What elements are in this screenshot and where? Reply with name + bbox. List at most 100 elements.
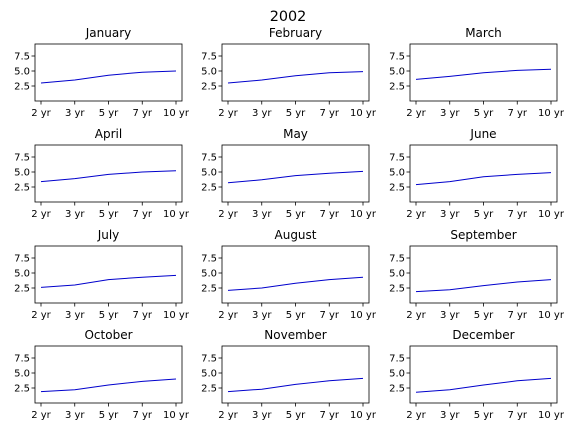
chart-title: 2002 bbox=[270, 9, 307, 25]
subplot-april: April 2.5 5.0 7.5 2 yr 3 yr 5 yr 7 yr 10 yr bbox=[14, 127, 190, 220]
subplot-june: June 2.5 5.0 7.5 2 yr 3 yr 5 yr 7 yr 10 yr bbox=[389, 127, 565, 220]
x-tick-label: 10 yr bbox=[350, 209, 377, 220]
series-line bbox=[227, 276, 364, 291]
x-tick-label: 7 yr bbox=[132, 410, 152, 421]
x-tick-label: 3 yr bbox=[65, 310, 85, 321]
y-tick-label: 2.5 bbox=[14, 82, 30, 93]
x-tick-label: 2 yr bbox=[218, 108, 238, 119]
x-tick-label: 10 yr bbox=[350, 410, 377, 421]
y-tick-label: 5.0 bbox=[201, 168, 217, 179]
y-tick-label: 5.0 bbox=[201, 269, 217, 280]
y-tick-label: 2.5 bbox=[389, 183, 405, 194]
x-tick-label: 10 yr bbox=[538, 108, 565, 119]
x-tick-label: 7 yr bbox=[319, 209, 339, 220]
x-tick-label: 5 yr bbox=[286, 209, 306, 220]
y-tick-label: 7.5 bbox=[201, 153, 217, 164]
x-tick-label: 10 yr bbox=[350, 108, 377, 119]
x-tick-label: 7 yr bbox=[507, 209, 527, 220]
x-tick-label: 7 yr bbox=[132, 310, 152, 321]
x-tick-label: 7 yr bbox=[319, 108, 339, 119]
x-tick-label: 10 yr bbox=[350, 310, 377, 321]
x-tick-label: 10 yr bbox=[538, 410, 565, 421]
x-tick-label: 10 yr bbox=[163, 410, 190, 421]
x-tick-label: 7 yr bbox=[319, 310, 339, 321]
y-tick-label: 2.5 bbox=[14, 183, 30, 194]
y-tick-label: 5.0 bbox=[201, 67, 217, 78]
series-line bbox=[415, 279, 552, 293]
x-tick-label: 7 yr bbox=[132, 209, 152, 220]
y-tick-label: 7.5 bbox=[201, 52, 217, 63]
y-tick-label: 2.5 bbox=[14, 284, 30, 295]
x-tick-label: 5 yr bbox=[99, 310, 119, 321]
subplot-frame bbox=[221, 144, 370, 203]
subplot-frame bbox=[34, 245, 183, 304]
y-tick-label: 5.0 bbox=[389, 168, 405, 179]
subplot-title: September bbox=[450, 228, 516, 242]
x-tick-label: 3 yr bbox=[252, 410, 272, 421]
subplot-title: June bbox=[469, 127, 496, 141]
x-tick-label: 5 yr bbox=[99, 209, 119, 220]
subplot-october: October 2.5 5.0 7.5 2 yr 3 yr 5 yr 7 yr 10 yr bbox=[14, 328, 190, 421]
x-tick-label: 7 yr bbox=[319, 410, 339, 421]
x-tick-label: 10 yr bbox=[538, 310, 565, 321]
x-tick-label: 3 yr bbox=[440, 410, 460, 421]
series-line bbox=[40, 70, 177, 84]
y-tick-label: 2.5 bbox=[389, 384, 405, 395]
subplot-title: December bbox=[452, 328, 514, 342]
y-tick-label: 5.0 bbox=[389, 369, 405, 380]
y-tick-label: 2.5 bbox=[201, 82, 217, 93]
y-tick-label: 5.0 bbox=[14, 369, 30, 380]
y-tick-label: 2.5 bbox=[201, 384, 217, 395]
x-tick-label: 7 yr bbox=[132, 108, 152, 119]
y-tick-label: 7.5 bbox=[389, 254, 405, 265]
x-tick-label: 10 yr bbox=[163, 108, 190, 119]
y-tick-label: 7.5 bbox=[14, 354, 30, 365]
x-tick-label: 3 yr bbox=[252, 108, 272, 119]
x-tick-label: 7 yr bbox=[507, 108, 527, 119]
y-tick-label: 7.5 bbox=[14, 153, 30, 164]
subplot-title: May bbox=[283, 127, 308, 141]
x-tick-label: 5 yr bbox=[99, 410, 119, 421]
x-tick-label: 5 yr bbox=[286, 410, 306, 421]
x-tick-label: 5 yr bbox=[286, 108, 306, 119]
subplot-title: November bbox=[264, 328, 326, 342]
subplot-frame bbox=[409, 345, 558, 404]
x-tick-label: 5 yr bbox=[474, 209, 494, 220]
x-tick-label: 3 yr bbox=[252, 310, 272, 321]
y-tick-label: 5.0 bbox=[201, 369, 217, 380]
subplot-frame bbox=[34, 144, 183, 203]
x-tick-label: 2 yr bbox=[406, 410, 426, 421]
subplot-august: August 2.5 5.0 7.5 2 yr 3 yr 5 yr 7 yr 10 yr bbox=[201, 228, 377, 321]
series-line bbox=[227, 170, 364, 184]
y-tick-label: 2.5 bbox=[201, 183, 217, 194]
subplot-title: October bbox=[84, 328, 132, 342]
series-line bbox=[227, 377, 364, 393]
subplot-title: January bbox=[85, 26, 132, 40]
subplot-march: March 2.5 5.0 7.5 2 yr 3 yr 5 yr 7 yr 10 yr bbox=[389, 26, 565, 119]
subplot-frame bbox=[221, 345, 370, 404]
subplot-december: December 2.5 5.0 7.5 2 yr 3 yr 5 yr 7 yr 10 yr bbox=[389, 328, 565, 421]
y-tick-label: 5.0 bbox=[14, 269, 30, 280]
subplot-frame bbox=[221, 245, 370, 304]
x-tick-label: 3 yr bbox=[440, 310, 460, 321]
x-tick-label: 2 yr bbox=[31, 209, 51, 220]
series-line bbox=[415, 377, 552, 393]
subplot-title: August bbox=[275, 228, 317, 242]
series-line bbox=[227, 71, 364, 84]
y-tick-label: 7.5 bbox=[14, 52, 30, 63]
y-tick-label: 7.5 bbox=[389, 52, 405, 63]
subplot-january: January 2.5 5.0 7.5 2 yr 3 yr 5 yr 7 yr 10 yr bbox=[14, 26, 190, 119]
y-tick-label: 5.0 bbox=[14, 67, 30, 78]
subplot-title: February bbox=[269, 26, 322, 40]
subplot-title: July bbox=[97, 228, 120, 242]
x-tick-label: 5 yr bbox=[286, 310, 306, 321]
subplot-july: July 2.5 5.0 7.5 2 yr 3 yr 5 yr 7 yr 10 yr bbox=[14, 228, 190, 321]
y-tick-label: 7.5 bbox=[389, 153, 405, 164]
y-tick-label: 5.0 bbox=[14, 168, 30, 179]
y-tick-label: 7.5 bbox=[201, 354, 217, 365]
subplot-may: May 2.5 5.0 7.5 2 yr 3 yr 5 yr 7 yr 10 yr bbox=[201, 127, 377, 220]
x-tick-label: 3 yr bbox=[65, 108, 85, 119]
series-line bbox=[40, 170, 177, 183]
subplot-frame bbox=[409, 245, 558, 304]
